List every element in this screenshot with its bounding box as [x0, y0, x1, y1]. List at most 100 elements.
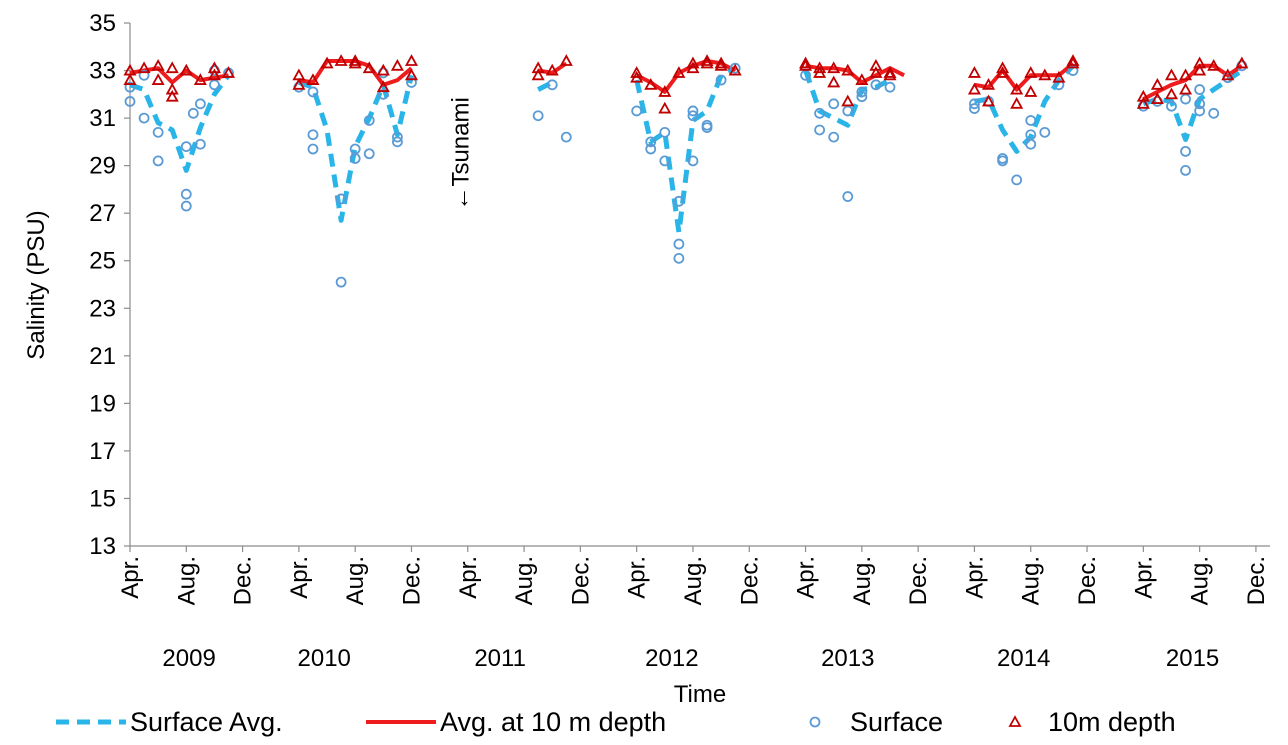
surface-point [1166, 100, 1177, 112]
depth-10m-point [151, 58, 165, 71]
surface-point [1180, 93, 1191, 105]
year-label: 2012 [645, 645, 698, 672]
surface-point [969, 103, 980, 114]
surface-point [152, 126, 164, 138]
surface-point [659, 126, 671, 138]
depth-10m-point [1010, 96, 1024, 109]
depth-10m-point [1179, 68, 1193, 81]
surface-point [631, 105, 643, 117]
depth-10m-point [165, 89, 179, 102]
x-tick-label: Aug. [511, 556, 538, 605]
x-tick-label: Apr. [1130, 556, 1157, 599]
depth-10m-point [981, 94, 996, 107]
depth-10m-point [207, 68, 221, 81]
surface-point [1194, 98, 1206, 110]
x-ticks: Apr. Aug. Dec. Apr. Aug. Dec. Apr. Aug. Dec. Apr.… [117, 546, 1270, 605]
y-tick-label: 13 [89, 533, 116, 560]
surface-point [532, 110, 544, 122]
depth-10m-point [390, 58, 404, 71]
surface-point [187, 107, 199, 119]
surface-point [152, 155, 164, 167]
legend-label: Avg. at 10 m depth [440, 707, 666, 737]
x-tick-label: Apr. [117, 556, 144, 599]
x-tick-label: Apr. [961, 556, 988, 599]
depth-10m-point [827, 61, 841, 74]
depth-10m-point [1052, 70, 1066, 83]
surface-point [1011, 174, 1023, 186]
depth-10m-point [545, 63, 559, 76]
depth-10m-point [672, 66, 686, 78]
depth-10m-point [658, 85, 672, 97]
depth-10m-point [967, 66, 981, 78]
depth-10m-point [813, 61, 827, 74]
surface-point [870, 79, 882, 91]
y-tick-label: 23 [89, 295, 116, 322]
depth-10m-point [123, 73, 137, 85]
depth-10m-point [883, 66, 897, 78]
surface-point [842, 105, 854, 117]
depth-10m-point [1010, 82, 1024, 95]
depth-10m-point [841, 63, 855, 76]
surface-point [828, 131, 840, 143]
depth-10m-point [334, 54, 348, 66]
depth-10m-point [1024, 85, 1038, 97]
surface-point [392, 131, 403, 143]
depth-10m-point [996, 61, 1010, 74]
avg-at-10-m-depth-line [298, 59, 413, 87]
surface-point [645, 143, 657, 155]
depth-10m-point [1207, 58, 1221, 71]
depth-10m-point [827, 75, 841, 88]
surface-point [814, 107, 826, 119]
surface-point [1025, 115, 1037, 126]
depth-10m-point [1150, 92, 1164, 104]
depth-10m-point [1164, 87, 1179, 100]
depth-10m-point [348, 54, 362, 66]
x-tick-label: Aug. [1187, 556, 1214, 605]
surface-point [560, 131, 572, 143]
legend-swatch-10m-depth [1008, 715, 1022, 727]
x-tick-label: Dec. [905, 556, 932, 605]
depth-10m-point [179, 63, 193, 76]
surface-point [729, 62, 741, 74]
surface-point [363, 148, 375, 160]
depth-10m-point [348, 56, 362, 69]
surface-point [307, 129, 319, 141]
year-label: 2011 [474, 645, 526, 672]
surface-point [687, 105, 699, 117]
y-tick-label: 33 [89, 58, 116, 85]
depth-10m-point [559, 54, 573, 66]
surface-point [1194, 84, 1206, 95]
depth-10m-point [1024, 66, 1038, 78]
depth-10m-point [404, 54, 419, 66]
depth-10m-point [404, 68, 419, 81]
legend-label: Surface Avg. [130, 707, 283, 737]
surface-point [997, 155, 1008, 167]
depth-10m-point [362, 61, 376, 74]
series-lines [129, 59, 1244, 235]
depth-10m-point [869, 58, 883, 71]
depth-10m-point [306, 73, 320, 85]
surface-point [406, 77, 417, 88]
y-tick-label: 35 [89, 10, 116, 37]
depth-10m-point [1164, 68, 1179, 81]
surface-point [1180, 145, 1191, 157]
x-tick-label: Dec. [1074, 556, 1101, 605]
surface-point [546, 79, 558, 91]
depth-10m-point [193, 73, 207, 85]
surface-point [363, 115, 375, 126]
depth-10m-point [221, 66, 236, 78]
depth-10m-point [151, 73, 165, 85]
avg-at-10-m-depth-line [129, 66, 229, 85]
year-label: 2010 [298, 645, 351, 672]
x-tick-label: Apr. [793, 556, 820, 599]
depth-10m-point [1221, 68, 1235, 81]
surface-point [138, 112, 150, 124]
depth-10m-point [799, 56, 813, 69]
year-label: 2014 [997, 645, 1050, 672]
legend-swatch-surface [809, 716, 821, 728]
y-tick-label: 29 [89, 153, 116, 180]
y-axis-title: Salinity (PSU) [23, 210, 50, 359]
surface-point [673, 195, 685, 207]
surface-point [180, 200, 192, 212]
